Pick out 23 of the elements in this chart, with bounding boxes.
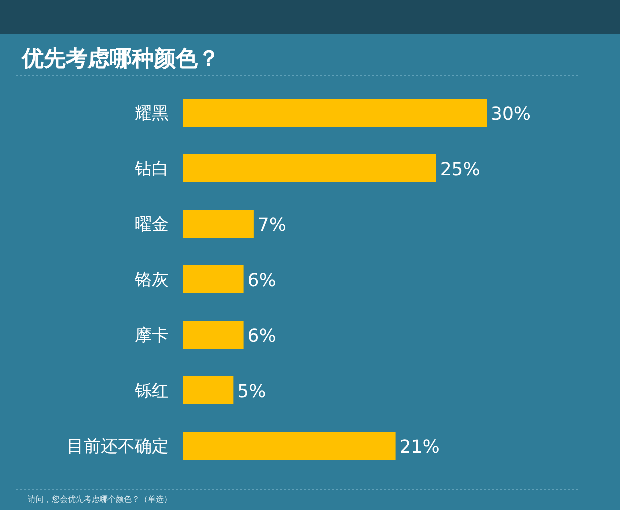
data-label: 6%	[248, 326, 276, 347]
bar	[183, 210, 254, 238]
bar	[183, 154, 436, 182]
y-tick-label: 铄红	[134, 382, 169, 402]
data-label: 21%	[400, 437, 440, 458]
y-tick-label: 钻白	[134, 160, 169, 180]
y-tick-label: 铬灰	[134, 270, 169, 290]
bar	[183, 266, 244, 294]
bar	[183, 321, 244, 349]
y-tick-label: 摩卡	[135, 326, 169, 346]
y-tick-label: 目前还不确定	[67, 437, 169, 457]
data-label: 5%	[238, 382, 266, 402]
bar	[183, 376, 234, 404]
data-label: 30%	[491, 104, 532, 125]
data-label: 6%	[248, 270, 276, 292]
bar	[183, 432, 396, 460]
data-label: 7%	[258, 215, 286, 236]
chart-title: 优先考虑哪种颜色？	[21, 46, 220, 72]
bar	[183, 99, 487, 127]
data-label: 25%	[440, 160, 480, 180]
text: 请问，您会优先考虑哪个颜色？（单选）	[28, 495, 172, 504]
y-tick-label: 曜金	[135, 215, 169, 235]
y-tick-label: 耀黑	[135, 104, 169, 124]
